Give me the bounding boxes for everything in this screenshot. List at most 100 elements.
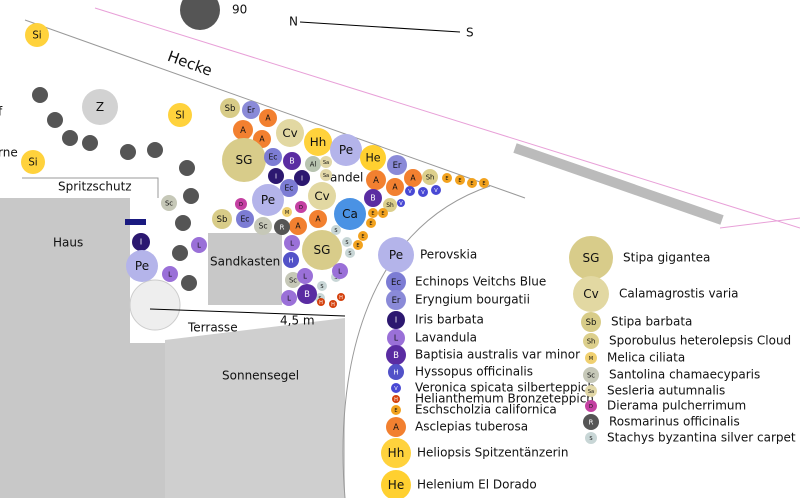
- plant-circle: [191, 237, 207, 253]
- plant-label: S: [348, 251, 351, 257]
- plant-circle: [281, 290, 297, 306]
- plant-label: A: [295, 222, 301, 231]
- plants: Si Sl Si Z Sb Er A A A Cv Hh Pe He Er SG Ec B I I Al Sa Sa Ec C…: [21, 23, 489, 308]
- plant-circle: [21, 150, 45, 174]
- plant-label: Er: [393, 161, 402, 171]
- plant-circle: [280, 179, 298, 197]
- plant-circle: [305, 156, 321, 172]
- plant-circle: [220, 98, 240, 118]
- legend-label: Melica ciliata: [607, 351, 685, 365]
- plant-label: SG: [583, 251, 600, 265]
- plant-label: S: [345, 240, 348, 246]
- plant-circle: [442, 173, 452, 183]
- plant-label: V: [394, 386, 398, 392]
- plant-circle: [404, 169, 422, 187]
- plant-label: H: [331, 302, 335, 308]
- plant-circle: [297, 284, 317, 304]
- plant-circle: [388, 364, 404, 380]
- house: [0, 198, 165, 498]
- plant-label: Sl: [175, 111, 184, 122]
- plant-label: B: [370, 194, 375, 203]
- plant-circle: [386, 178, 404, 196]
- plant-label: E: [369, 221, 372, 227]
- plant-circle: [212, 209, 232, 229]
- plant-label: B: [289, 157, 294, 166]
- plant-label: Ec: [391, 278, 401, 288]
- shrub: [62, 130, 78, 146]
- splash-guard: [22, 177, 159, 198]
- plant-label: A: [259, 135, 265, 144]
- plant-circle: [479, 178, 489, 188]
- plant-label: Sc: [165, 200, 173, 208]
- plant-circle: [345, 248, 355, 258]
- plant-circle: [264, 148, 282, 166]
- dimension-line: [149, 308, 346, 317]
- legend-label: Stipa gigantea: [623, 251, 710, 265]
- plant-label: A: [265, 114, 271, 123]
- plant-circle: [235, 198, 247, 210]
- plant-label: Sc: [587, 372, 595, 380]
- plant-label: S: [334, 275, 337, 281]
- plant-circle: [583, 333, 599, 349]
- plant-label: D: [239, 202, 243, 208]
- plant-label: Er: [247, 106, 256, 115]
- plant-label: L: [197, 242, 201, 250]
- plant-circle: [274, 219, 290, 235]
- cut-label: rne: [0, 146, 18, 160]
- plant-label: E: [361, 234, 364, 240]
- plant-label: S: [589, 436, 592, 442]
- plant-circle: [569, 236, 613, 280]
- legend-label: Helianthemum Bronzeteppich: [415, 392, 594, 406]
- plant-label: Cv: [282, 126, 297, 140]
- legend-label: Baptisia australis var minor: [415, 348, 580, 362]
- plant-circle: [386, 290, 406, 310]
- plant-circle: [381, 438, 411, 468]
- plant-circle: [304, 128, 332, 156]
- plant-label: M: [589, 356, 593, 362]
- plant-label: Ec: [284, 184, 293, 193]
- plant-label: D: [299, 205, 303, 211]
- legend-label: Stachys byzantina silver carpet: [607, 431, 796, 445]
- legend-label: Asclepias tuberosa: [415, 420, 528, 434]
- sandbox: [208, 233, 282, 305]
- plant-label: A: [392, 183, 398, 192]
- plant-circle: [302, 230, 342, 270]
- bed-edge: [342, 185, 491, 498]
- shrub: [183, 188, 199, 204]
- plant-circle: [585, 385, 597, 397]
- plant-label: L: [338, 268, 342, 276]
- legend-label: Iris barbata: [415, 313, 484, 327]
- sandbox-label: Sandkasten: [210, 255, 280, 269]
- plant-label: S: [334, 228, 337, 234]
- plant-circle: [283, 252, 299, 268]
- plant-circle: [331, 225, 341, 235]
- shrub: [32, 87, 48, 103]
- plant-label: Pe: [261, 193, 275, 207]
- plant-circle: [386, 345, 406, 365]
- plant-circle: [387, 329, 405, 347]
- splash-guard-label: Spritzschutz: [58, 180, 132, 194]
- plant-circle: [233, 120, 253, 140]
- plant-circle: [583, 414, 599, 430]
- legend-label: Santolina chamaecyparis: [609, 368, 760, 382]
- plant-label: D: [589, 404, 593, 410]
- legend-label: Hyssopus officinalis: [415, 365, 533, 379]
- plant-circle: [573, 276, 609, 312]
- plant-circle: [332, 263, 348, 279]
- legend-label: Stipa barbata: [611, 315, 692, 329]
- legend: Pe Perovskia Ec Echinops Veitchs Blue Er Eryn…: [378, 236, 796, 498]
- plant-label: Sc: [258, 222, 267, 231]
- plant-circle: [334, 198, 366, 230]
- plant-circle: [353, 240, 363, 250]
- property-line: [719, 217, 800, 229]
- plant-label: V: [408, 189, 412, 195]
- plant-circle: [391, 405, 401, 415]
- plant-circle: [254, 217, 272, 235]
- shrub: [175, 215, 191, 231]
- plant-label: R: [589, 419, 594, 427]
- plant-label: Pe: [339, 143, 353, 157]
- plant-label: E: [470, 181, 473, 187]
- plant-label: Si: [32, 31, 41, 42]
- shrub: [82, 135, 98, 151]
- legend-label: Lavandula: [415, 331, 477, 345]
